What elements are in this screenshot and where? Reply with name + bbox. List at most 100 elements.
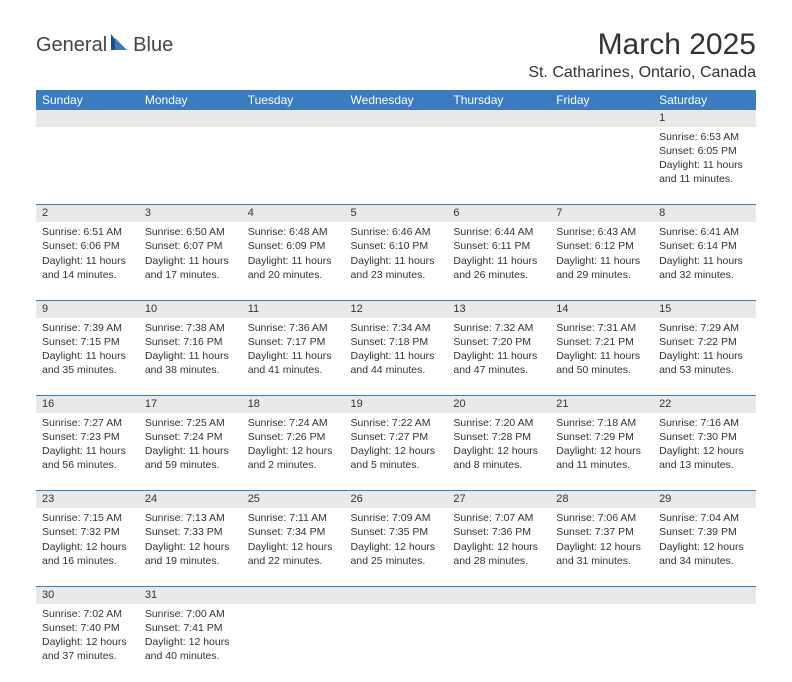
day-detail-line: and 14 minutes. [42, 268, 133, 282]
header: GeneralBlue March 2025 St. Catharines, O… [36, 28, 756, 82]
day-detail-line: Sunset: 7:18 PM [351, 335, 442, 349]
day-number [139, 110, 242, 127]
day-number: 13 [447, 300, 550, 317]
day-cell: Sunrise: 7:13 AMSunset: 7:33 PMDaylight:… [139, 508, 242, 586]
day-number [550, 110, 653, 127]
day-detail-line: and 23 minutes. [351, 268, 442, 282]
day-detail-line: Sunset: 7:17 PM [248, 335, 339, 349]
day-detail-line: Daylight: 12 hours [659, 540, 750, 554]
day-detail-line: Sunset: 7:16 PM [145, 335, 236, 349]
day-detail-line: Sunset: 7:40 PM [42, 621, 133, 635]
day-cell: Sunrise: 7:04 AMSunset: 7:39 PMDaylight:… [653, 508, 756, 586]
day-detail-line: and 16 minutes. [42, 554, 133, 568]
day-number: 11 [242, 300, 345, 317]
day-detail-line: and 50 minutes. [556, 363, 647, 377]
day-detail-line: Daylight: 11 hours [351, 254, 442, 268]
day-number: 14 [550, 300, 653, 317]
day-detail-line: Sunrise: 7:11 AM [248, 511, 339, 525]
day-detail-line: and 35 minutes. [42, 363, 133, 377]
day-number: 22 [653, 396, 756, 413]
day-detail-line: and 31 minutes. [556, 554, 647, 568]
day-detail-line: and 5 minutes. [351, 458, 442, 472]
day-detail-line: Sunrise: 7:18 AM [556, 416, 647, 430]
day-detail-line: Sunrise: 7:00 AM [145, 607, 236, 621]
col-monday: Monday [139, 90, 242, 110]
day-cell [550, 604, 653, 682]
day-detail-line: Daylight: 11 hours [145, 444, 236, 458]
day-number [447, 110, 550, 127]
day-detail-line: Sunset: 6:11 PM [453, 239, 544, 253]
day-detail-line: Sunrise: 7:25 AM [145, 416, 236, 430]
day-cell: Sunrise: 6:44 AMSunset: 6:11 PMDaylight:… [447, 222, 550, 300]
day-detail-line: Sunset: 7:32 PM [42, 525, 133, 539]
day-cell: Sunrise: 7:34 AMSunset: 7:18 PMDaylight:… [345, 318, 448, 396]
day-cell: Sunrise: 6:48 AMSunset: 6:09 PMDaylight:… [242, 222, 345, 300]
col-saturday: Saturday [653, 90, 756, 110]
day-number: 7 [550, 205, 653, 222]
day-detail-line: and 8 minutes. [453, 458, 544, 472]
daynum-row: 16171819202122 [36, 396, 756, 413]
week-row: Sunrise: 7:02 AMSunset: 7:40 PMDaylight:… [36, 604, 756, 682]
day-cell [242, 604, 345, 682]
day-detail-line: Sunrise: 7:09 AM [351, 511, 442, 525]
day-detail-line: Sunset: 7:29 PM [556, 430, 647, 444]
day-detail-line: and 22 minutes. [248, 554, 339, 568]
day-detail-line: Sunrise: 7:24 AM [248, 416, 339, 430]
weekday-header-row: Sunday Monday Tuesday Wednesday Thursday… [36, 90, 756, 110]
day-number: 26 [345, 491, 448, 508]
day-detail-line: Sunrise: 7:32 AM [453, 321, 544, 335]
day-cell: Sunrise: 6:43 AMSunset: 6:12 PMDaylight:… [550, 222, 653, 300]
day-cell: Sunrise: 7:22 AMSunset: 7:27 PMDaylight:… [345, 413, 448, 491]
day-detail-line: Sunset: 6:06 PM [42, 239, 133, 253]
day-number: 5 [345, 205, 448, 222]
brand-logo: GeneralBlue [36, 32, 173, 58]
day-detail-line: Daylight: 12 hours [453, 444, 544, 458]
day-detail-line: Daylight: 11 hours [659, 349, 750, 363]
col-tuesday: Tuesday [242, 90, 345, 110]
day-detail-line: Sunrise: 6:43 AM [556, 225, 647, 239]
day-number [242, 110, 345, 127]
day-number: 20 [447, 396, 550, 413]
day-detail-line: Daylight: 11 hours [659, 158, 750, 172]
day-detail-line: Sunrise: 7:31 AM [556, 321, 647, 335]
day-detail-line: and 34 minutes. [659, 554, 750, 568]
day-cell [36, 127, 139, 205]
day-detail-line: and 38 minutes. [145, 363, 236, 377]
day-cell: Sunrise: 7:32 AMSunset: 7:20 PMDaylight:… [447, 318, 550, 396]
day-detail-line: Sunrise: 7:07 AM [453, 511, 544, 525]
day-detail-line: and 13 minutes. [659, 458, 750, 472]
day-detail-line: Daylight: 11 hours [42, 254, 133, 268]
day-detail-line: and 59 minutes. [145, 458, 236, 472]
day-cell: Sunrise: 6:46 AMSunset: 6:10 PMDaylight:… [345, 222, 448, 300]
day-detail-line: Sunset: 6:10 PM [351, 239, 442, 253]
day-detail-line: Sunset: 7:34 PM [248, 525, 339, 539]
month-title: March 2025 [528, 28, 756, 62]
day-number: 9 [36, 300, 139, 317]
day-detail-line: Sunrise: 7:13 AM [145, 511, 236, 525]
day-detail-line: Daylight: 12 hours [248, 540, 339, 554]
day-cell: Sunrise: 7:29 AMSunset: 7:22 PMDaylight:… [653, 318, 756, 396]
day-detail-line: Sunset: 7:20 PM [453, 335, 544, 349]
day-cell: Sunrise: 7:36 AMSunset: 7:17 PMDaylight:… [242, 318, 345, 396]
day-detail-line: Daylight: 12 hours [145, 540, 236, 554]
day-detail-line: and 47 minutes. [453, 363, 544, 377]
day-detail-line: and 56 minutes. [42, 458, 133, 472]
day-detail-line: and 17 minutes. [145, 268, 236, 282]
day-number: 28 [550, 491, 653, 508]
week-row: Sunrise: 7:15 AMSunset: 7:32 PMDaylight:… [36, 508, 756, 586]
day-detail-line: Sunset: 7:28 PM [453, 430, 544, 444]
day-cell [242, 127, 345, 205]
day-number: 19 [345, 396, 448, 413]
day-detail-line: Sunset: 6:12 PM [556, 239, 647, 253]
day-number: 4 [242, 205, 345, 222]
day-detail-line: Sunset: 7:30 PM [659, 430, 750, 444]
day-detail-line: and 37 minutes. [42, 649, 133, 663]
day-number: 6 [447, 205, 550, 222]
day-detail-line: Sunset: 7:15 PM [42, 335, 133, 349]
day-cell: Sunrise: 7:15 AMSunset: 7:32 PMDaylight:… [36, 508, 139, 586]
day-cell: Sunrise: 7:20 AMSunset: 7:28 PMDaylight:… [447, 413, 550, 491]
day-detail-line: Daylight: 11 hours [248, 254, 339, 268]
day-detail-line: Sunrise: 6:51 AM [42, 225, 133, 239]
day-detail-line: Daylight: 12 hours [145, 635, 236, 649]
day-detail-line: Sunset: 6:09 PM [248, 239, 339, 253]
